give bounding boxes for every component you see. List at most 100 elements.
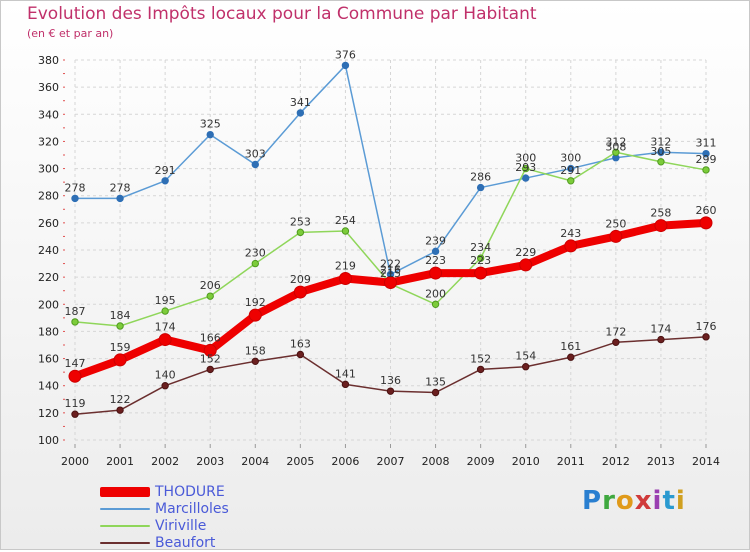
legend-swatch-thodure [100,487,150,497]
data-point-thodure [384,276,397,290]
data-point-marcilloles [251,160,259,169]
x-tick-label: 2002 [151,455,179,468]
x-tick-label: 2001 [106,455,134,468]
data-label-thodure: 243 [560,227,581,240]
data-label-viriville: 305 [650,145,671,158]
data-label-viriville: 195 [155,294,176,307]
data-label-viriville: 312 [605,135,626,148]
data-point-marcilloles [206,130,214,139]
legend: THODURE Marcilloles Viriville Beaufort [100,484,300,552]
legend-item-viriville: Viriville [100,518,300,535]
data-label-beaufort: 140 [155,369,176,382]
data-label-thodure: 219 [335,260,356,273]
data-point-marcilloles [567,164,575,173]
data-label-beaufort: 158 [245,344,266,357]
data-point-marcilloles [296,109,305,117]
data-label-marcilloles: 376 [335,48,356,61]
data-label-beaufort: 176 [696,320,717,333]
data-label-marcilloles: 308 [605,141,626,154]
data-point-viriville [341,227,350,235]
data-label-thodure: 260 [696,204,717,217]
data-label-marcilloles: 293 [515,161,536,174]
x-tick-label: 2000 [61,455,89,468]
legend-label-viriville: Viriville [155,518,207,534]
x-tick-label: 2010 [512,455,540,468]
y-tick-label: 260 [38,217,59,230]
data-label-beaufort: 122 [110,393,131,406]
legend-swatch-beaufort [100,542,150,544]
data-label-thodure: 147 [65,357,86,370]
data-label-viriville: 234 [470,241,491,254]
data-label-marcilloles: 312 [650,135,671,148]
data-point-thodure [203,343,217,357]
x-tick-label: 2009 [467,455,495,468]
data-label-beaufort: 141 [335,367,356,380]
data-label-thodure: 159 [110,341,131,354]
data-label-marcilloles: 311 [696,137,717,150]
data-point-beaufort [341,380,350,389]
legend-item-thodure: THODURE [100,484,300,501]
y-tick-label: 160 [38,353,59,366]
data-point-viriville [476,254,485,262]
data-point-marcilloles [71,194,79,203]
y-tick-label: 180 [38,325,59,338]
chart-title: Evolution des Impôts locaux pour la Comm… [27,4,537,24]
chart-subtitle: (en € et par an) [27,27,114,40]
data-point-viriville [657,158,665,166]
data-point-viriville [567,177,575,185]
data-point-marcilloles [341,61,350,70]
data-label-viriville: 187 [65,305,86,318]
data-label-thodure: 166 [200,331,221,344]
data-label-thodure: 209 [290,273,311,286]
legend-item-beaufort: Beaufort [100,535,300,552]
legend-label-beaufort: Beaufort [155,535,216,551]
data-point-beaufort [116,406,124,414]
data-label-thodure: 192 [245,296,266,309]
data-label-viriville: 300 [515,152,536,165]
data-point-viriville [71,318,79,326]
data-point-beaufort [206,365,214,374]
data-point-marcilloles [116,194,124,203]
y-tick-label: 140 [38,380,59,393]
data-point-thodure [654,219,668,233]
data-label-beaufort: 154 [515,350,536,363]
data-point-viriville [116,322,124,330]
data-point-marcilloles [522,174,530,182]
data-label-beaufort: 163 [290,338,311,351]
data-point-viriville [161,307,169,315]
series-layer [68,61,713,418]
data-point-beaufort [431,388,440,397]
data-label-thodure: 216 [380,264,401,277]
data-point-thodure [699,216,713,230]
x-tick-label: 2004 [241,455,269,468]
x-tick-label: 2006 [331,455,359,468]
data-point-marcilloles [657,148,665,156]
data-label-beaufort: 174 [650,323,671,336]
data-label-marcilloles: 291 [155,164,176,177]
data-point-beaufort [296,350,305,359]
data-point-viriville [251,259,259,268]
data-label-marcilloles: 300 [560,152,581,165]
data-label-thodure: 229 [515,246,536,259]
data-point-marcilloles [702,149,710,158]
data-point-thodure [519,258,533,272]
legend-item-marcilloles: Marcilloles [100,501,300,518]
data-label-marcilloles: 303 [245,148,266,161]
data-point-viriville [702,166,710,174]
data-point-viriville [296,228,305,237]
y-tick-label: 300 [38,163,59,176]
data-label-beaufort: 152 [200,352,221,365]
data-point-beaufort [522,363,530,371]
y-tick-label: 320 [38,135,59,148]
x-tick-label: 2008 [422,455,450,468]
data-label-viriville: 184 [110,309,131,322]
y-tick-label: 380 [38,54,59,67]
legend-label-marcilloles: Marcilloles [155,501,229,517]
data-point-marcilloles [431,247,440,256]
data-label-marcilloles: 325 [200,118,221,131]
data-point-beaufort [386,387,395,395]
x-tick-label: 2014 [692,455,720,468]
data-label-marcilloles: 286 [470,171,491,184]
